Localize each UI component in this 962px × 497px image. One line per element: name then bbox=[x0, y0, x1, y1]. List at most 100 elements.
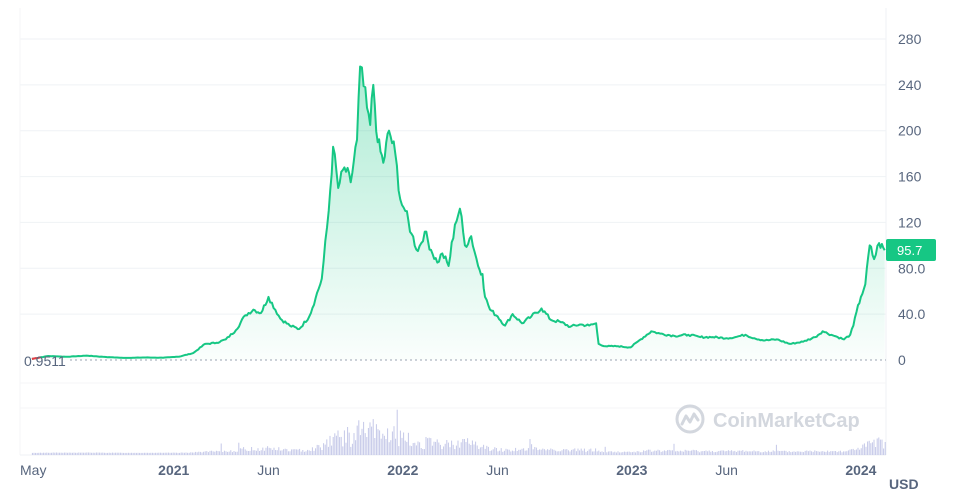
volume-bar bbox=[676, 450, 678, 455]
volume-bar bbox=[499, 450, 501, 455]
volume-bar bbox=[199, 451, 201, 455]
volume-bar bbox=[283, 449, 285, 455]
volume-bar bbox=[703, 451, 705, 455]
volume-bar bbox=[382, 433, 384, 455]
volume-bar bbox=[686, 450, 688, 455]
volume-bar bbox=[86, 452, 88, 455]
volume-bar bbox=[691, 450, 693, 455]
volume-bar bbox=[396, 409, 398, 455]
volume-bar bbox=[70, 452, 72, 455]
x-tick-label: 2023 bbox=[616, 462, 647, 478]
volume-bar bbox=[275, 450, 277, 455]
volume-bar bbox=[127, 452, 129, 455]
volume-bar bbox=[542, 448, 544, 455]
volume-bar bbox=[147, 452, 149, 455]
volume-bar bbox=[547, 449, 549, 455]
volume-bar bbox=[63, 452, 65, 455]
volume-bar bbox=[371, 426, 373, 455]
volume-bar bbox=[571, 449, 573, 455]
volume-bar bbox=[599, 451, 601, 455]
volume-bar bbox=[865, 446, 867, 455]
volume-bar bbox=[497, 451, 499, 455]
volume-bar bbox=[55, 452, 57, 455]
volume-bar bbox=[161, 452, 163, 455]
y-tick-label: 200 bbox=[898, 123, 922, 139]
volume-bar bbox=[185, 452, 187, 455]
volume-bar bbox=[836, 452, 838, 455]
volume-bar bbox=[859, 449, 861, 455]
volume-bar bbox=[366, 437, 368, 455]
price-area-fill bbox=[31, 66, 885, 360]
volume-bar bbox=[316, 444, 318, 455]
volume-bar bbox=[455, 445, 457, 455]
volume-bar bbox=[839, 450, 841, 455]
volume-bar bbox=[721, 450, 723, 455]
volume-bar bbox=[468, 443, 470, 455]
volume-bar bbox=[420, 448, 422, 455]
volume-bar bbox=[137, 452, 139, 455]
x-axis: May 2021 Jun 2022 Jun 2023 Jun 2024 bbox=[20, 462, 877, 478]
volume-bar bbox=[527, 448, 529, 455]
volume-bar bbox=[449, 447, 451, 455]
volume-bar bbox=[363, 421, 365, 455]
volume-bar bbox=[329, 435, 331, 455]
volume-bar bbox=[217, 451, 219, 455]
volume-bar bbox=[385, 439, 387, 455]
volume-bar bbox=[151, 452, 153, 455]
volume-bar bbox=[462, 439, 464, 455]
volume-bar bbox=[863, 443, 865, 455]
volume-bar bbox=[291, 449, 293, 455]
volume-bar bbox=[179, 452, 181, 455]
start-value-label: 0.9511 bbox=[24, 353, 66, 369]
volume-bar bbox=[295, 449, 297, 455]
volume-bar bbox=[702, 451, 704, 455]
volume-bar bbox=[675, 451, 677, 455]
volume-bar bbox=[172, 452, 174, 455]
volume-bar bbox=[873, 439, 875, 455]
volume-bar bbox=[593, 451, 595, 455]
x-tick-label: Jun bbox=[257, 462, 280, 478]
volume-bar bbox=[433, 441, 435, 455]
y-tick-label: 160 bbox=[898, 169, 922, 185]
volume-bar bbox=[230, 450, 232, 455]
x-tick-label: 2022 bbox=[387, 462, 418, 478]
volume-bar bbox=[302, 450, 304, 455]
volume-bar bbox=[742, 450, 744, 455]
volume-bar bbox=[111, 452, 113, 455]
volume-bar bbox=[155, 452, 157, 455]
volume-bar bbox=[191, 452, 193, 455]
volume-bar bbox=[87, 452, 89, 455]
volume-bar bbox=[158, 452, 160, 455]
volume-bar bbox=[335, 435, 337, 455]
volume-bar bbox=[126, 452, 128, 455]
volume-bar bbox=[409, 445, 411, 455]
volume-bar bbox=[590, 448, 592, 455]
volume-bar bbox=[187, 452, 189, 455]
volume-bar bbox=[657, 449, 659, 455]
volume-bar bbox=[387, 428, 389, 455]
volume-bar bbox=[598, 450, 600, 455]
volume-bar bbox=[411, 446, 413, 455]
volume-bar bbox=[319, 447, 321, 455]
volume-bar bbox=[689, 450, 691, 455]
volume-bar bbox=[487, 446, 489, 455]
volume-bar bbox=[124, 452, 126, 455]
volume-bar bbox=[260, 450, 262, 455]
volume-bar bbox=[548, 449, 550, 455]
volume-bar bbox=[678, 451, 680, 455]
volume-bar bbox=[243, 447, 245, 455]
volume-bar bbox=[193, 452, 195, 455]
volume-bar bbox=[286, 449, 288, 455]
volume-bar bbox=[660, 451, 662, 455]
volume-bar bbox=[823, 451, 825, 455]
volume-bar bbox=[451, 440, 453, 455]
volume-bar bbox=[294, 449, 296, 455]
volume-bar bbox=[169, 452, 171, 455]
volume-bar bbox=[279, 450, 281, 455]
volume-bar bbox=[102, 452, 104, 455]
volume-bar bbox=[857, 447, 859, 455]
volume-bar bbox=[334, 433, 336, 455]
volume-bar bbox=[812, 451, 814, 455]
volume-bar bbox=[515, 447, 517, 455]
